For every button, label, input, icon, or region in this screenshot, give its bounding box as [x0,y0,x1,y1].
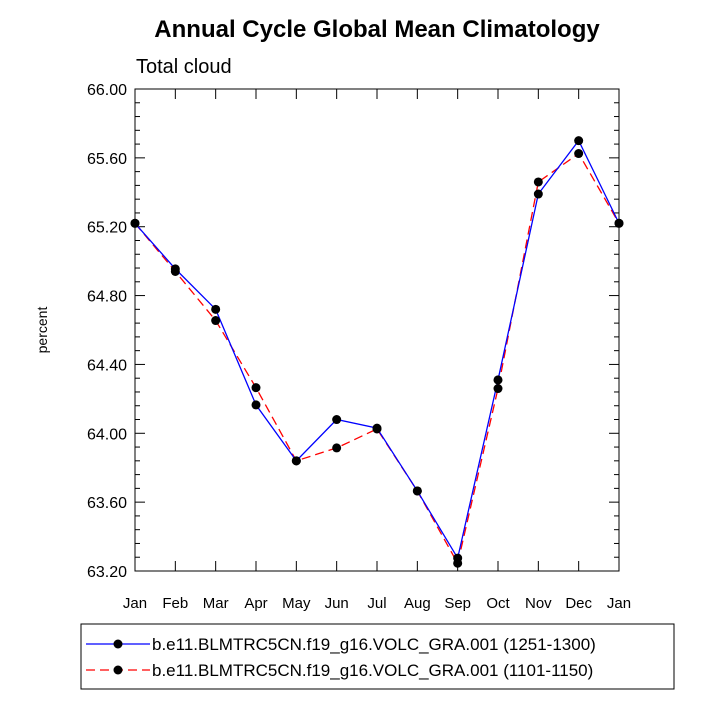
legend-marker-2 [113,665,123,675]
series-1-point [211,304,221,314]
legend-box [80,623,675,690]
series-2-point [332,443,342,453]
x-tick-label: Jan [607,595,631,612]
series-line-1 [134,139,620,560]
series-1-point [372,423,382,433]
series-line-2 [134,152,620,566]
x-tick-label: Jun [325,595,349,612]
series-1-point [130,218,140,228]
plot-frame [134,88,620,572]
y-tick-label: 64.80 [87,289,127,306]
legend: b.e11.BLMTRC5CN.f19_g16.VOLC_GRA.001 (12… [80,623,675,690]
y-tick-label: 63.20 [87,564,127,581]
x-tick-label: Aug [404,595,431,612]
series-1-point [291,456,301,466]
x-tick-label: Feb [162,595,188,612]
series-1-point [332,415,342,425]
series-1-point [614,218,624,228]
x-tick-label: Dec [565,595,592,612]
y-tick-label: 65.20 [87,220,127,237]
chart-title: Annual Cycle Global Mean Climatology [154,16,600,43]
series-1-point [574,136,584,146]
series-1-point [170,264,180,274]
x-tick-label: May [282,595,311,612]
y-tick-label: 64.00 [87,426,127,443]
y-tick-label: 64.40 [87,357,127,374]
legend-label-2: b.e11.BLMTRC5CN.f19_g16.VOLC_GRA.001 (11… [152,661,593,680]
y-axis-label: percent [34,307,50,354]
x-tick-label: Mar [203,595,229,612]
y-tick-label: 63.60 [87,495,127,512]
series-1-point [251,400,261,410]
series-1-point [453,553,463,563]
x-tick-label: Jan [123,595,147,612]
legend-label-1: b.e11.BLMTRC5CN.f19_g16.VOLC_GRA.001 (12… [152,635,596,654]
series-1-point [412,486,422,496]
x-tick-label: Jul [367,595,386,612]
series-2-point [211,316,221,326]
series-2-point [574,149,584,159]
series-1-point [533,189,543,199]
series-1-point [493,375,503,385]
x-tick-label: Apr [244,595,267,612]
series-2-point [533,177,543,187]
y-tick-label: 66.00 [87,82,127,99]
x-tick-label: Nov [525,595,552,612]
x-tick-label: Oct [486,595,510,612]
y-tick-label: 65.60 [87,151,127,168]
legend-marker-1 [113,639,123,649]
series-2-point [493,384,503,394]
series-2-point [251,383,261,393]
x-tick-label: Sep [444,595,471,612]
chart-subtitle: Total cloud [136,56,232,78]
